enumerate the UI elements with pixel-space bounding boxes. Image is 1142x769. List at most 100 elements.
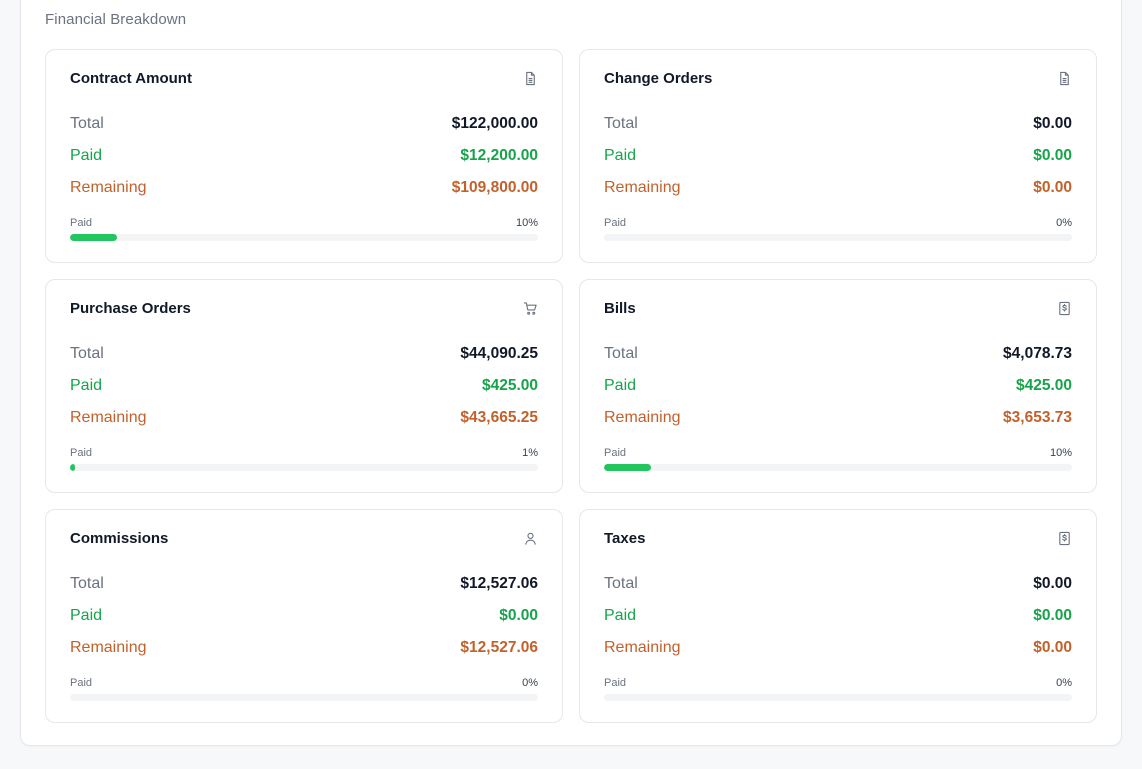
card-bills: Bills Total $4,078.73 Paid $425.00 Remai…: [579, 279, 1097, 493]
total-value: $4,078.73: [1003, 345, 1072, 362]
paid-label: Paid: [604, 377, 637, 394]
progress-label: Paid: [70, 677, 93, 689]
paid-row: Paid $0.00: [70, 600, 538, 632]
card-title: Change Orders: [604, 69, 713, 87]
total-value: $122,000.00: [451, 115, 538, 132]
progress-header: Paid 1%: [70, 447, 538, 459]
progress-bar: [604, 234, 1072, 241]
paid-row: Paid $425.00: [604, 370, 1072, 402]
progress-bar: [70, 234, 538, 241]
total-value: $0.00: [1033, 115, 1072, 132]
total-row: Total $12,527.06: [70, 568, 538, 600]
total-value: $0.00: [1033, 575, 1072, 592]
progress-bar-fill: [70, 464, 75, 471]
card-change-orders: Change Orders Total $0.00 Paid $0.00 Rem…: [579, 49, 1097, 263]
remaining-value: $43,665.25: [460, 409, 538, 426]
paid-value: $425.00: [1015, 377, 1072, 394]
card-header: Change Orders: [604, 50, 1072, 108]
total-row: Total $44,090.25: [70, 338, 538, 370]
paid-value: $0.00: [499, 607, 538, 624]
paid-value: $0.00: [1033, 607, 1072, 624]
remaining-value: $0.00: [1033, 639, 1072, 656]
remaining-label: Remaining: [604, 639, 681, 656]
progress-header: Paid 0%: [604, 677, 1072, 689]
progress-label: Paid: [70, 447, 93, 459]
progress-bar-fill: [604, 464, 651, 471]
remaining-label: Remaining: [70, 179, 147, 196]
remaining-value: $0.00: [1033, 179, 1072, 196]
progress-percent: 0%: [1056, 677, 1072, 689]
document-icon: [522, 70, 538, 86]
remaining-value: $12,527.06: [460, 639, 538, 656]
total-row: Total $0.00: [604, 108, 1072, 140]
remaining-row: Remaining $0.00: [604, 632, 1072, 664]
total-value: $12,527.06: [460, 575, 538, 592]
progress-percent: 1%: [522, 447, 538, 459]
card-header: Taxes: [604, 510, 1072, 568]
progress-header: Paid 10%: [604, 447, 1072, 459]
card-grid: Contract Amount Total $122,000.00 Paid $…: [45, 49, 1097, 723]
card-title: Commissions: [70, 529, 169, 547]
document-icon: [1056, 70, 1072, 86]
card-contract-amount: Contract Amount Total $122,000.00 Paid $…: [45, 49, 563, 263]
progress-bar: [604, 694, 1072, 701]
progress-label: Paid: [604, 677, 627, 689]
progress-bar: [604, 464, 1072, 471]
financial-breakdown-panel: Financial Breakdown Contract Amount Tota…: [20, 0, 1122, 746]
total-value: $44,090.25: [460, 345, 538, 362]
total-label: Total: [604, 575, 638, 592]
paid-label: Paid: [70, 147, 103, 164]
progress-label: Paid: [604, 447, 627, 459]
progress-percent: 0%: [1056, 217, 1072, 229]
progress-bar: [70, 694, 538, 701]
remaining-row: Remaining $12,527.06: [70, 632, 538, 664]
progress-label: Paid: [604, 217, 627, 229]
card-header: Bills: [604, 280, 1072, 338]
remaining-row: Remaining $3,653.73: [604, 402, 1072, 434]
progress-header: Paid 10%: [70, 217, 538, 229]
paid-label: Paid: [604, 607, 637, 624]
remaining-label: Remaining: [70, 639, 147, 656]
paid-row: Paid $425.00: [70, 370, 538, 402]
card-commissions: Commissions Total $12,527.06 Paid $0.00 …: [45, 509, 563, 723]
card-taxes: Taxes Total $0.00 Paid $0.00 Remaining $…: [579, 509, 1097, 723]
remaining-value: $3,653.73: [1003, 409, 1072, 426]
total-label: Total: [70, 575, 104, 592]
total-label: Total: [604, 345, 638, 362]
paid-row: Paid $12,200.00: [70, 140, 538, 172]
remaining-label: Remaining: [70, 409, 147, 426]
paid-label: Paid: [604, 147, 637, 164]
total-label: Total: [604, 115, 638, 132]
total-row: Total $122,000.00: [70, 108, 538, 140]
card-title: Contract Amount: [70, 69, 192, 87]
card-title: Taxes: [604, 529, 646, 547]
dollar-receipt-icon: [1056, 300, 1072, 316]
paid-value: $0.00: [1033, 147, 1072, 164]
paid-value: $425.00: [481, 377, 538, 394]
progress-header: Paid 0%: [70, 677, 538, 689]
paid-label: Paid: [70, 607, 103, 624]
progress-bar: [70, 464, 538, 471]
remaining-row: Remaining $0.00: [604, 172, 1072, 204]
paid-row: Paid $0.00: [604, 600, 1072, 632]
total-label: Total: [70, 345, 104, 362]
section-title: Financial Breakdown: [45, 11, 187, 28]
cart-icon: [522, 300, 538, 316]
user-icon: [522, 530, 538, 546]
remaining-row: Remaining $43,665.25: [70, 402, 538, 434]
total-row: Total $4,078.73: [604, 338, 1072, 370]
progress-header: Paid 0%: [604, 217, 1072, 229]
remaining-row: Remaining $109,800.00: [70, 172, 538, 204]
card-title: Purchase Orders: [70, 299, 191, 317]
remaining-value: $109,800.00: [451, 179, 538, 196]
progress-percent: 10%: [1049, 447, 1072, 459]
card-header: Purchase Orders: [70, 280, 538, 338]
paid-value: $12,200.00: [460, 147, 538, 164]
progress-label: Paid: [70, 217, 93, 229]
remaining-label: Remaining: [604, 179, 681, 196]
paid-label: Paid: [70, 377, 103, 394]
paid-row: Paid $0.00: [604, 140, 1072, 172]
card-header: Contract Amount: [70, 50, 538, 108]
progress-bar-fill: [70, 234, 117, 241]
total-row: Total $0.00: [604, 568, 1072, 600]
